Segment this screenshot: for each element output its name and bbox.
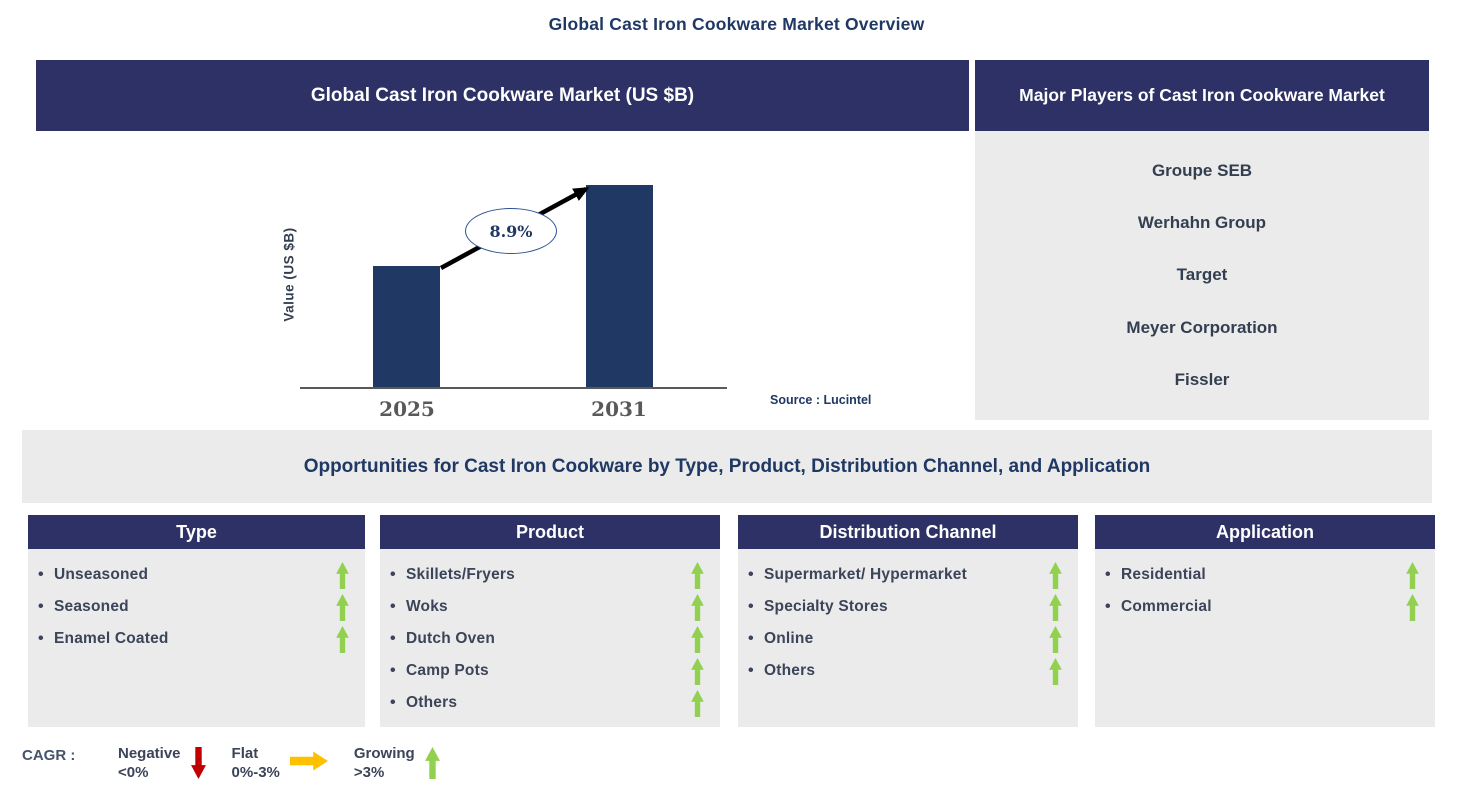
segment-item: Dutch Oven: [390, 623, 708, 655]
growth-up-arrow-icon: [1049, 625, 1062, 653]
chart-panel-header: Global Cast Iron Cookware Market (US $B): [36, 60, 969, 131]
growth-up-arrow-icon: [691, 689, 704, 717]
bullet-icon: [38, 630, 54, 648]
bullet-icon: [390, 694, 406, 712]
opportunities-banner: Opportunities for Cast Iron Cookware by …: [22, 430, 1432, 503]
column-product: Product Skillets/Fryers Woks Dutch Oven …: [380, 515, 720, 727]
growth-up-arrow-icon: [1049, 561, 1062, 589]
segment-item: Unseasoned: [38, 559, 353, 591]
cagr-value: 8.9%: [489, 221, 533, 241]
negative-down-arrow-icon: [190, 747, 206, 779]
bullet-icon: [390, 630, 406, 648]
legend-entry-range: 0%-3%: [231, 763, 280, 781]
major-players-panel: Major Players of Cast Iron Cookware Mark…: [975, 60, 1429, 420]
bullet-icon: [1105, 566, 1121, 584]
player-name: Groupe SEB: [1151, 161, 1253, 181]
bar-chart: Value (US $B) 2025 2031 8.9% Source : Lu…: [36, 131, 969, 421]
growing-up-arrow-icon: [424, 747, 440, 779]
segment-item: Enamel Coated: [38, 623, 353, 655]
growth-arrow: [439, 187, 590, 270]
segment-item: Residential: [1105, 559, 1423, 591]
legend-label: CAGR :: [22, 747, 76, 764]
growth-up-arrow-icon: [336, 625, 349, 653]
flat-right-arrow-icon: [289, 751, 328, 771]
bullet-icon: [390, 566, 406, 584]
segment-item: Skillets/Fryers: [390, 559, 708, 591]
column-application: Application Residential Commercial: [1095, 515, 1435, 727]
segment-item: Specialty Stores: [748, 591, 1066, 623]
growth-up-arrow-icon: [336, 593, 349, 621]
growth-up-arrow-icon: [691, 625, 704, 653]
x-axis-line: [300, 387, 727, 389]
column-product-body: Skillets/Fryers Woks Dutch Oven Camp Pot…: [380, 549, 720, 727]
bar-2031: [586, 185, 653, 388]
column-type-header: Type: [28, 515, 365, 549]
growth-up-arrow-icon: [691, 657, 704, 685]
source-note: Source : Lucintel: [770, 393, 872, 407]
column-type: Type Unseasoned Seasoned Enamel Coated: [28, 515, 365, 727]
growth-up-arrow-icon: [336, 561, 349, 589]
column-application-header: Application: [1095, 515, 1435, 549]
legend-entry-name: Growing: [353, 745, 415, 762]
player-name: Werhahn Group: [1137, 213, 1267, 233]
column-distribution-channel: Distribution Channel Supermarket/ Hyperm…: [738, 515, 1078, 727]
growth-up-arrow-icon: [1049, 657, 1062, 685]
segment-item: Supermarket/ Hypermarket: [748, 559, 1066, 591]
legend-entry-flat: Flat 0%-3%: [232, 745, 328, 783]
column-distribution-header: Distribution Channel: [738, 515, 1078, 549]
players-panel-header: Major Players of Cast Iron Cookware Mark…: [975, 60, 1429, 131]
column-type-body: Unseasoned Seasoned Enamel Coated: [28, 549, 365, 727]
page-title: Global Cast Iron Cookware Market Overvie…: [548, 14, 925, 34]
column-product-header: Product: [380, 515, 720, 549]
x-tick-2031: 2031: [591, 397, 647, 421]
bullet-icon: [38, 598, 54, 616]
player-name: Fissler: [1174, 369, 1230, 389]
player-name: Target: [1176, 265, 1228, 285]
market-chart-panel: Global Cast Iron Cookware Market (US $B)…: [36, 60, 969, 421]
growth-up-arrow-icon: [1406, 593, 1419, 621]
players-list: Groupe SEB Werhahn Group Target Meyer Co…: [975, 131, 1429, 420]
legend-entry-negative: Negative <0%: [118, 745, 206, 783]
bullet-icon: [748, 630, 764, 648]
bullet-icon: [1105, 598, 1121, 616]
segment-item: Others: [748, 655, 1066, 687]
bullet-icon: [748, 662, 764, 680]
legend-entry-range: >3%: [353, 763, 385, 781]
cagr-legend: CAGR : Negative <0% Flat 0%-3% Growing >…: [22, 745, 466, 783]
x-tick-2025: 2025: [379, 397, 435, 421]
segment-item: Woks: [390, 591, 708, 623]
legend-entry-name: Negative: [118, 745, 181, 762]
column-application-body: Residential Commercial: [1095, 549, 1435, 727]
bullet-icon: [748, 566, 764, 584]
segment-item: Commercial: [1105, 591, 1423, 623]
segment-item: Others: [390, 687, 708, 719]
legend-entry-growing: Growing >3%: [354, 745, 440, 783]
growth-up-arrow-icon: [691, 561, 704, 589]
growth-up-arrow-icon: [1406, 561, 1419, 589]
segment-item: Camp Pots: [390, 655, 708, 687]
legend-entry-range: <0%: [118, 763, 149, 781]
bullet-icon: [748, 598, 764, 616]
segment-item: Seasoned: [38, 591, 353, 623]
bar-2025: [373, 266, 440, 388]
segment-item: Online: [748, 623, 1066, 655]
column-distribution-body: Supermarket/ Hypermarket Specialty Store…: [738, 549, 1078, 727]
bullet-icon: [390, 598, 406, 616]
player-name: Meyer Corporation: [1126, 317, 1278, 337]
legend-entry-name: Flat: [231, 745, 259, 762]
growth-up-arrow-icon: [1049, 593, 1062, 621]
growth-up-arrow-icon: [691, 593, 704, 621]
bullet-icon: [38, 566, 54, 584]
cagr-badge: 8.9%: [465, 208, 557, 254]
bullet-icon: [390, 662, 406, 680]
